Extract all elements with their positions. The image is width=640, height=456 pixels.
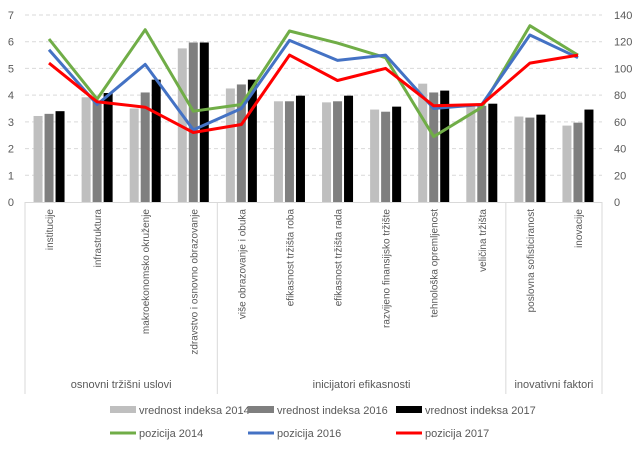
bars [33,42,594,203]
bar-vrednost-indeksa-2017 [392,106,402,202]
bar-vrednost-indeksa-2016 [525,117,535,202]
category-label: infrastruktura [93,209,104,268]
bar-vrednost-indeksa-2017 [199,42,209,202]
bar-vrednost-indeksa-2014 [514,116,524,202]
bar-vrednost-indeksa-2017 [151,79,161,202]
bar-vrednost-indeksa-2016 [333,101,343,202]
category-label: poslovna sofisticiranost [526,209,537,313]
line-pozicija-2017 [48,53,579,134]
category-label: tehnološka opremljenost [430,209,441,318]
category-label: efikasnost tržišta rada [334,209,345,307]
left-tick-label: 5 [8,63,14,75]
bar-vrednost-indeksa-2016 [429,92,439,202]
right-tick-label: 140 [614,10,632,22]
bar-vrednost-indeksa-2017 [344,95,354,202]
legend-swatch [396,406,422,413]
bar-vrednost-indeksa-2016 [236,84,246,202]
line-pozicija-2016 [47,33,579,132]
category-label: više obrazovanje i obuka [237,209,248,320]
bar-vrednost-indeksa-2017 [536,114,546,202]
bar-vrednost-indeksa-2016 [381,111,391,202]
category-label: makroekonomsko okruženje [141,209,152,334]
axes: 0 1 2 3 4 5 6 7 0 20 40 60 80 100 120 140 [8,10,632,209]
category-label: inovacije [574,209,585,248]
bar-vrednost-indeksa-2017 [488,103,498,202]
right-tick-label: 120 [614,37,632,49]
right-tick-label: 0 [614,197,620,209]
bar-vrednost-indeksa-2014 [81,97,91,202]
legend-swatch [248,406,274,413]
bar-vrednost-indeksa-2014 [466,105,476,202]
legend-label: pozicija 2017 [425,428,489,440]
bar-vrednost-indeksa-2014 [273,101,283,202]
right-tick-label: 20 [614,170,626,182]
legend-label: vrednost indeksa 2016 [277,405,388,417]
legend-swatch [110,406,136,413]
bar-vrednost-indeksa-2017 [247,79,257,202]
bar-vrednost-indeksa-2017 [295,95,305,202]
right-tick-label: 40 [614,144,626,156]
left-tick-label: 6 [8,37,14,49]
bar-vrednost-indeksa-2014 [418,83,428,202]
bar-vrednost-indeksa-2014 [225,88,235,202]
left-tick-label: 1 [8,170,14,182]
bar-vrednost-indeksa-2016 [477,105,487,202]
group-label: inicijatori efikasnosti [313,379,411,391]
left-tick-label: 0 [8,197,14,209]
category-label: institucije [45,209,56,251]
bar-vrednost-indeksa-2014 [129,108,139,202]
right-tick-label: 100 [614,63,632,75]
bar-vrednost-indeksa-2017 [55,111,65,202]
left-tick-label: 3 [8,117,14,129]
category-label: efikasnost tržišta roba [285,209,296,307]
legend: vrednost indeksa 2014 vrednost indeksa 20… [110,405,536,440]
category-label: razvijeno finansijsko tržište [382,209,393,328]
bar-vrednost-indeksa-2014 [33,115,43,202]
left-tick-label: 2 [8,144,14,156]
bar-vrednost-indeksa-2017 [584,109,594,202]
bar-vrednost-indeksa-2016 [140,92,150,202]
bar-vrednost-indeksa-2017 [103,93,113,202]
bar-vrednost-indeksa-2016 [573,122,583,202]
bar-vrednost-indeksa-2016 [284,101,294,202]
right-tick-label: 80 [614,90,626,102]
bar-vrednost-indeksa-2016 [44,113,54,202]
bar-vrednost-indeksa-2016 [188,42,198,202]
legend-label: pozicija 2016 [277,428,341,440]
bar-vrednost-indeksa-2014 [562,125,572,202]
left-tick-label: 4 [8,90,14,102]
left-tick-label: 7 [8,10,14,22]
bar-vrednost-indeksa-2014 [322,102,332,202]
legend-label: vrednost indeksa 2014 [139,405,250,417]
category-label: zdravstvo i osnovno obrazovanje [189,209,200,355]
right-tick-label: 60 [614,117,626,129]
lines [47,24,579,139]
bar-vrednost-indeksa-2014 [370,109,380,202]
bar-vrednost-indeksa-2017 [440,90,450,202]
group-label: osnovni tržišni uslovi [71,379,172,391]
category-label: veličina tržišta [478,209,489,272]
legend-label: pozicija 2014 [139,428,203,440]
bar-vrednost-indeksa-2016 [92,100,102,202]
group-label: inovativni faktori [514,379,593,391]
legend-label: vrednost indeksa 2017 [425,405,536,417]
category-labels: institucije infrastruktura makroekonomsko … [24,202,603,394]
